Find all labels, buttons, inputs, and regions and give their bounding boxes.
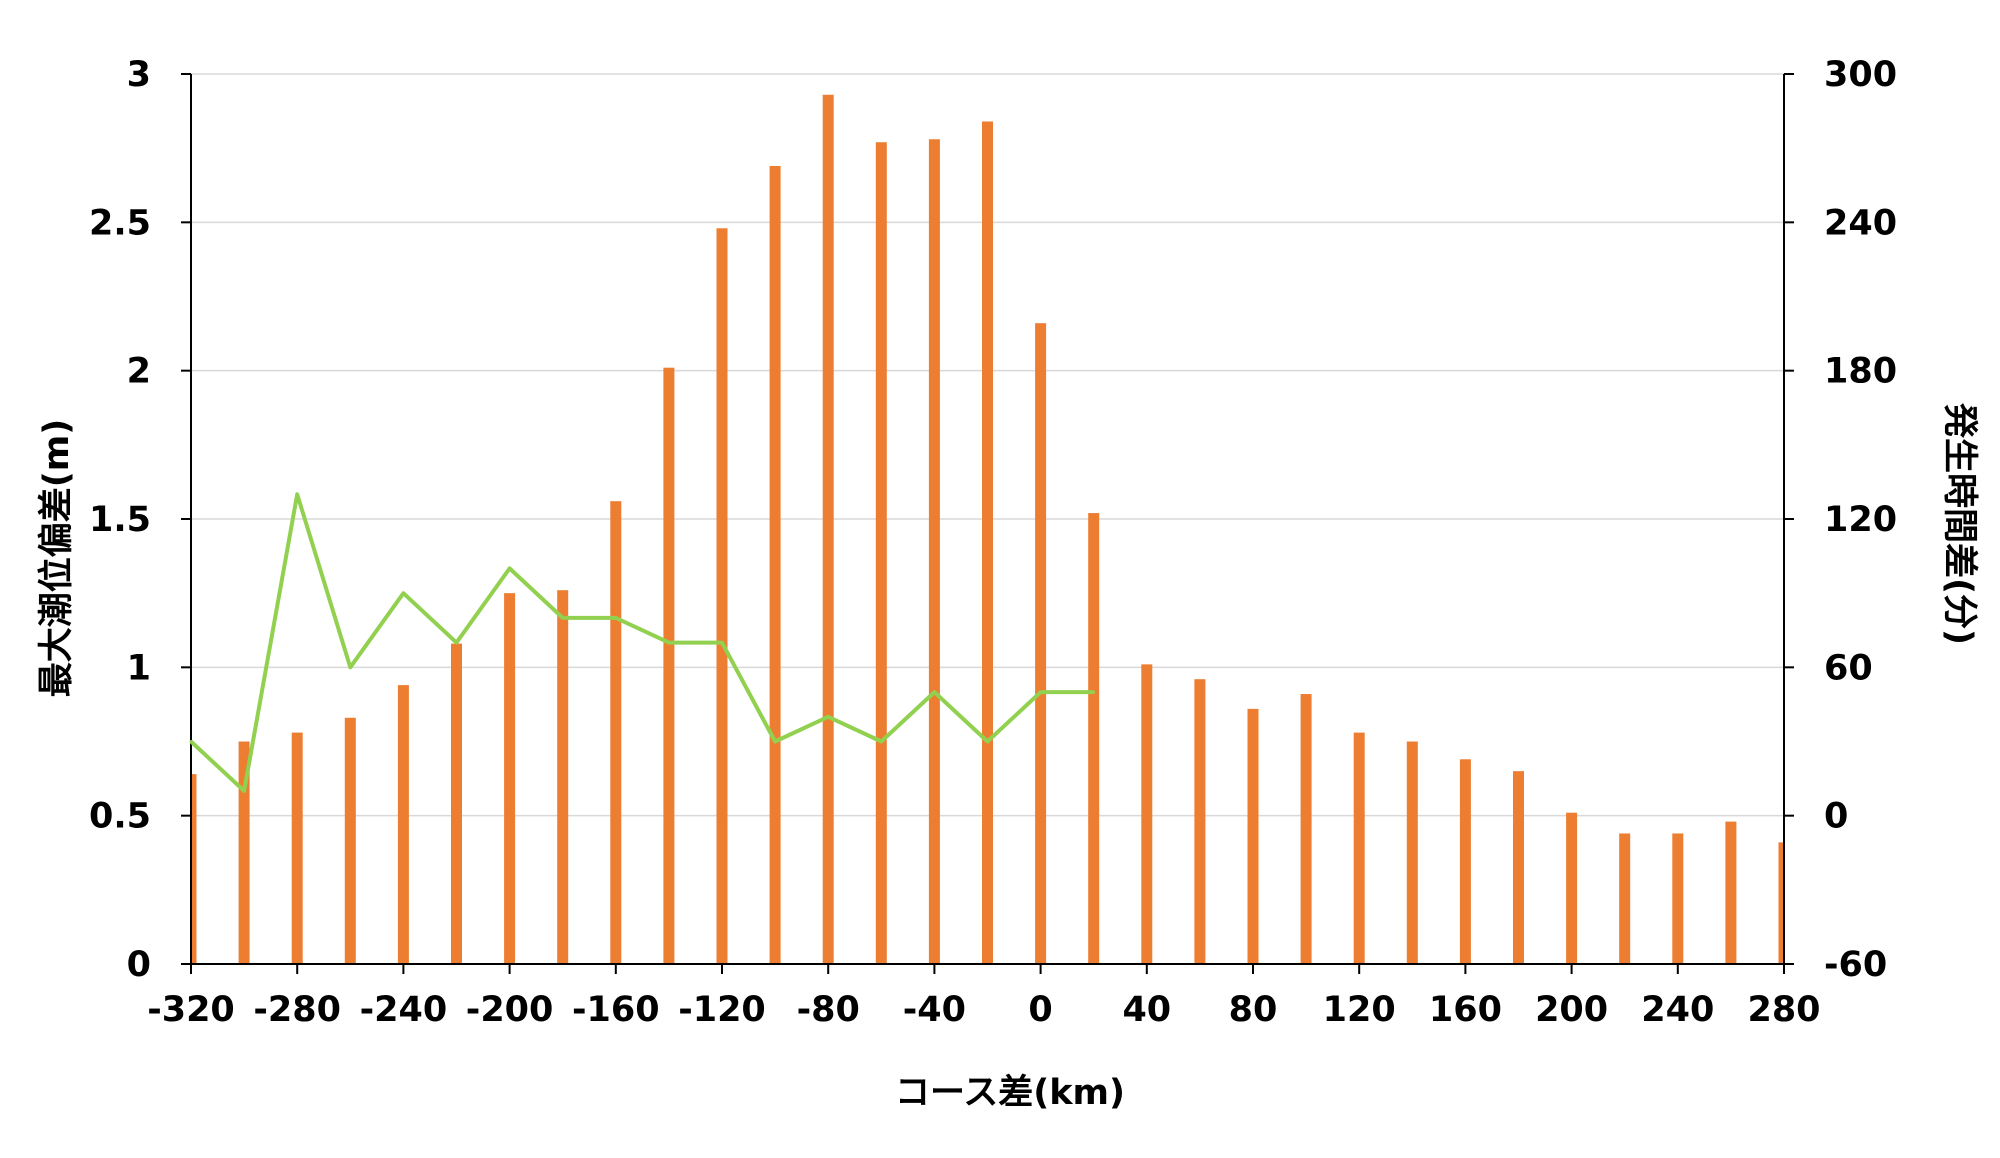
line-point (986, 740, 989, 743)
line-point (242, 789, 246, 793)
left-tick-label: 2.5 (89, 203, 151, 243)
x-tick-label: 280 (1747, 990, 1820, 1030)
bar (1513, 771, 1524, 964)
left-tick-label: 3 (127, 55, 151, 95)
x-tick-label: 120 (1323, 990, 1396, 1030)
bar (982, 121, 993, 964)
line-point (295, 492, 299, 496)
x-tick-label: 200 (1535, 990, 1608, 1030)
bar (344, 717, 356, 964)
bar (1619, 833, 1631, 964)
left-axis-title: 最大潮位偏差(m) (37, 419, 77, 697)
right-tick-label: 240 (1824, 203, 1897, 243)
bar (1406, 741, 1418, 964)
bar (769, 165, 781, 964)
x-axis-title: コース差(km) (895, 1073, 1125, 1113)
x-tick-label: -120 (678, 990, 766, 1030)
line-point (508, 566, 512, 570)
x-tick-label: 0 (1028, 990, 1052, 1030)
line-point (401, 591, 405, 595)
bar (191, 774, 197, 964)
bar (1459, 759, 1471, 964)
line-point (561, 616, 565, 620)
line-point (773, 740, 777, 743)
bar (928, 139, 940, 964)
bar (451, 643, 462, 964)
right-tick-label: 60 (1824, 648, 1873, 688)
x-tick-label: -200 (466, 990, 554, 1030)
bar (1353, 732, 1365, 964)
right-tick-label: 300 (1824, 55, 1897, 95)
right-axis-ticks: -60 0 60 120 180 240 300 (1824, 55, 1897, 985)
left-tick-label: 1.5 (89, 500, 151, 540)
right-tick-label: 180 (1824, 352, 1897, 392)
bar (1672, 833, 1684, 964)
left-tick-label: 0 (127, 945, 151, 985)
bar (663, 367, 675, 964)
x-tick-label: -40 (903, 990, 966, 1030)
bar-series (191, 94, 1784, 965)
x-tick-label: 80 (1229, 990, 1278, 1030)
x-tick-label: -320 (147, 990, 235, 1030)
line-series (189, 492, 1096, 793)
bar (238, 741, 250, 964)
bar (875, 142, 887, 964)
line-point (720, 641, 724, 645)
line-point (932, 690, 936, 694)
right-tick-label: 0 (1824, 797, 1848, 837)
line-point (348, 665, 352, 669)
bar (1300, 694, 1312, 964)
x-tick-label: 40 (1122, 990, 1171, 1030)
bar (557, 590, 569, 964)
bar (1035, 323, 1047, 964)
bar (1194, 679, 1206, 964)
x-tick-label: 240 (1641, 990, 1714, 1030)
bar (822, 94, 834, 965)
x-tick-label: 160 (1429, 990, 1502, 1030)
line-point (189, 740, 193, 743)
x-tick-label: -80 (797, 990, 860, 1030)
bar (716, 228, 728, 964)
x-tick-label: -280 (253, 990, 341, 1030)
bar (610, 501, 622, 964)
line-point (667, 641, 671, 645)
left-tick-label: 1 (127, 648, 151, 688)
right-tick-label: -60 (1824, 945, 1887, 985)
line-point (1039, 690, 1043, 694)
bar (291, 732, 303, 964)
bar (504, 593, 516, 964)
axes (181, 73, 1794, 974)
line-point (879, 740, 883, 743)
bar (1088, 513, 1100, 964)
line-point (1092, 690, 1096, 694)
x-axis-ticks: -320 -280 -240 -200 -160 -120 -80 -40 0 40 80 120 16… (147, 990, 1820, 1030)
right-tick-label: 120 (1824, 500, 1897, 540)
left-tick-label: 2 (127, 352, 151, 392)
line-point (826, 715, 830, 719)
bar (1566, 812, 1578, 964)
bar (1725, 821, 1737, 964)
line-point (455, 641, 458, 645)
bar (1141, 664, 1153, 964)
line-point (614, 616, 618, 620)
left-tick-label: 0.5 (89, 797, 151, 837)
right-axis-title: 発生時間差(分) (1939, 402, 1979, 645)
left-axis-ticks: 0 0.5 1 1.5 2 2.5 3 (89, 55, 151, 985)
bar (1778, 842, 1784, 964)
x-tick-label: -240 (360, 990, 448, 1030)
x-tick-label: -160 (572, 990, 660, 1030)
line-path (189, 492, 1094, 793)
bar (397, 685, 409, 964)
bar (1247, 708, 1259, 964)
